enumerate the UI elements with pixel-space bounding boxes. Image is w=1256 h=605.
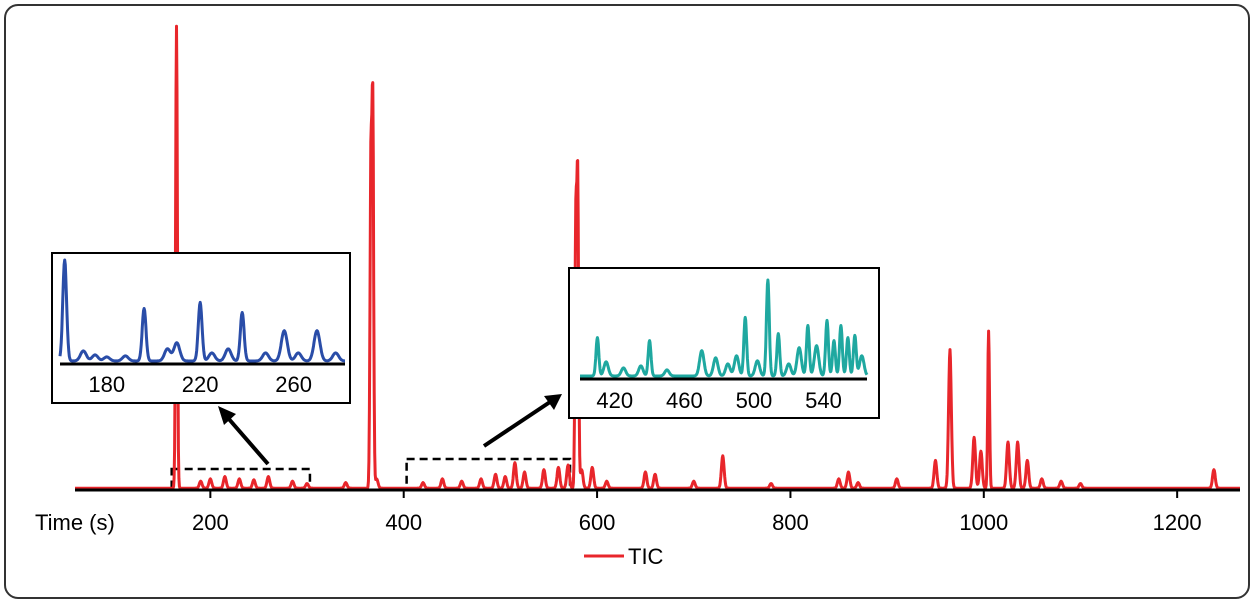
legend: TIC — [584, 544, 664, 569]
zoom-arrow-left — [226, 416, 270, 466]
inset-1-tick-label-460: 460 — [666, 388, 703, 413]
x-tick-label-200: 200 — [192, 510, 229, 535]
zoom-arrow-right-head — [544, 394, 562, 410]
inset-right-series-line — [578, 278, 869, 378]
x-tick-label-400: 400 — [385, 510, 422, 535]
inset-left-series-line — [58, 258, 346, 363]
x-tick-label-1200: 1200 — [1153, 510, 1202, 535]
x-axis-label: Time (s) — [35, 510, 115, 535]
zoom-arrow-left-head — [218, 406, 236, 425]
inset-left-ticks: 180 220 260 — [88, 372, 312, 397]
inset-1-tick-label-500: 500 — [736, 388, 773, 413]
inset-0-tick-label-260: 260 — [275, 372, 312, 397]
zoom-boxes — [170, 457, 572, 492]
x-tick-label-600: 600 — [579, 510, 616, 535]
legend-label-tic: TIC — [628, 544, 664, 569]
inset-right-ticks: 420 460 500 540 — [596, 388, 841, 413]
x-tick-label-800: 800 — [772, 510, 809, 535]
inset-zoom-left: 180 220 260 — [51, 252, 351, 404]
x-tick-label-1000: 1000 — [959, 510, 1008, 535]
zoom-arrow-right — [482, 400, 552, 448]
tic-series-line — [74, 24, 1241, 490]
inset-1-tick-label-540: 540 — [805, 388, 842, 413]
x-axis-ticks: 200 400 600 800 1000 1200 — [192, 490, 1202, 535]
chart-frame — [4, 4, 1250, 599]
inset-0-tick-label-180: 180 — [88, 372, 125, 397]
inset-0-tick-label-220: 220 — [182, 372, 219, 397]
inset-1-tick-label-420: 420 — [596, 388, 633, 413]
zoom-arrows — [218, 394, 562, 466]
inset-zoom-right: 420 460 500 540 — [568, 267, 880, 419]
